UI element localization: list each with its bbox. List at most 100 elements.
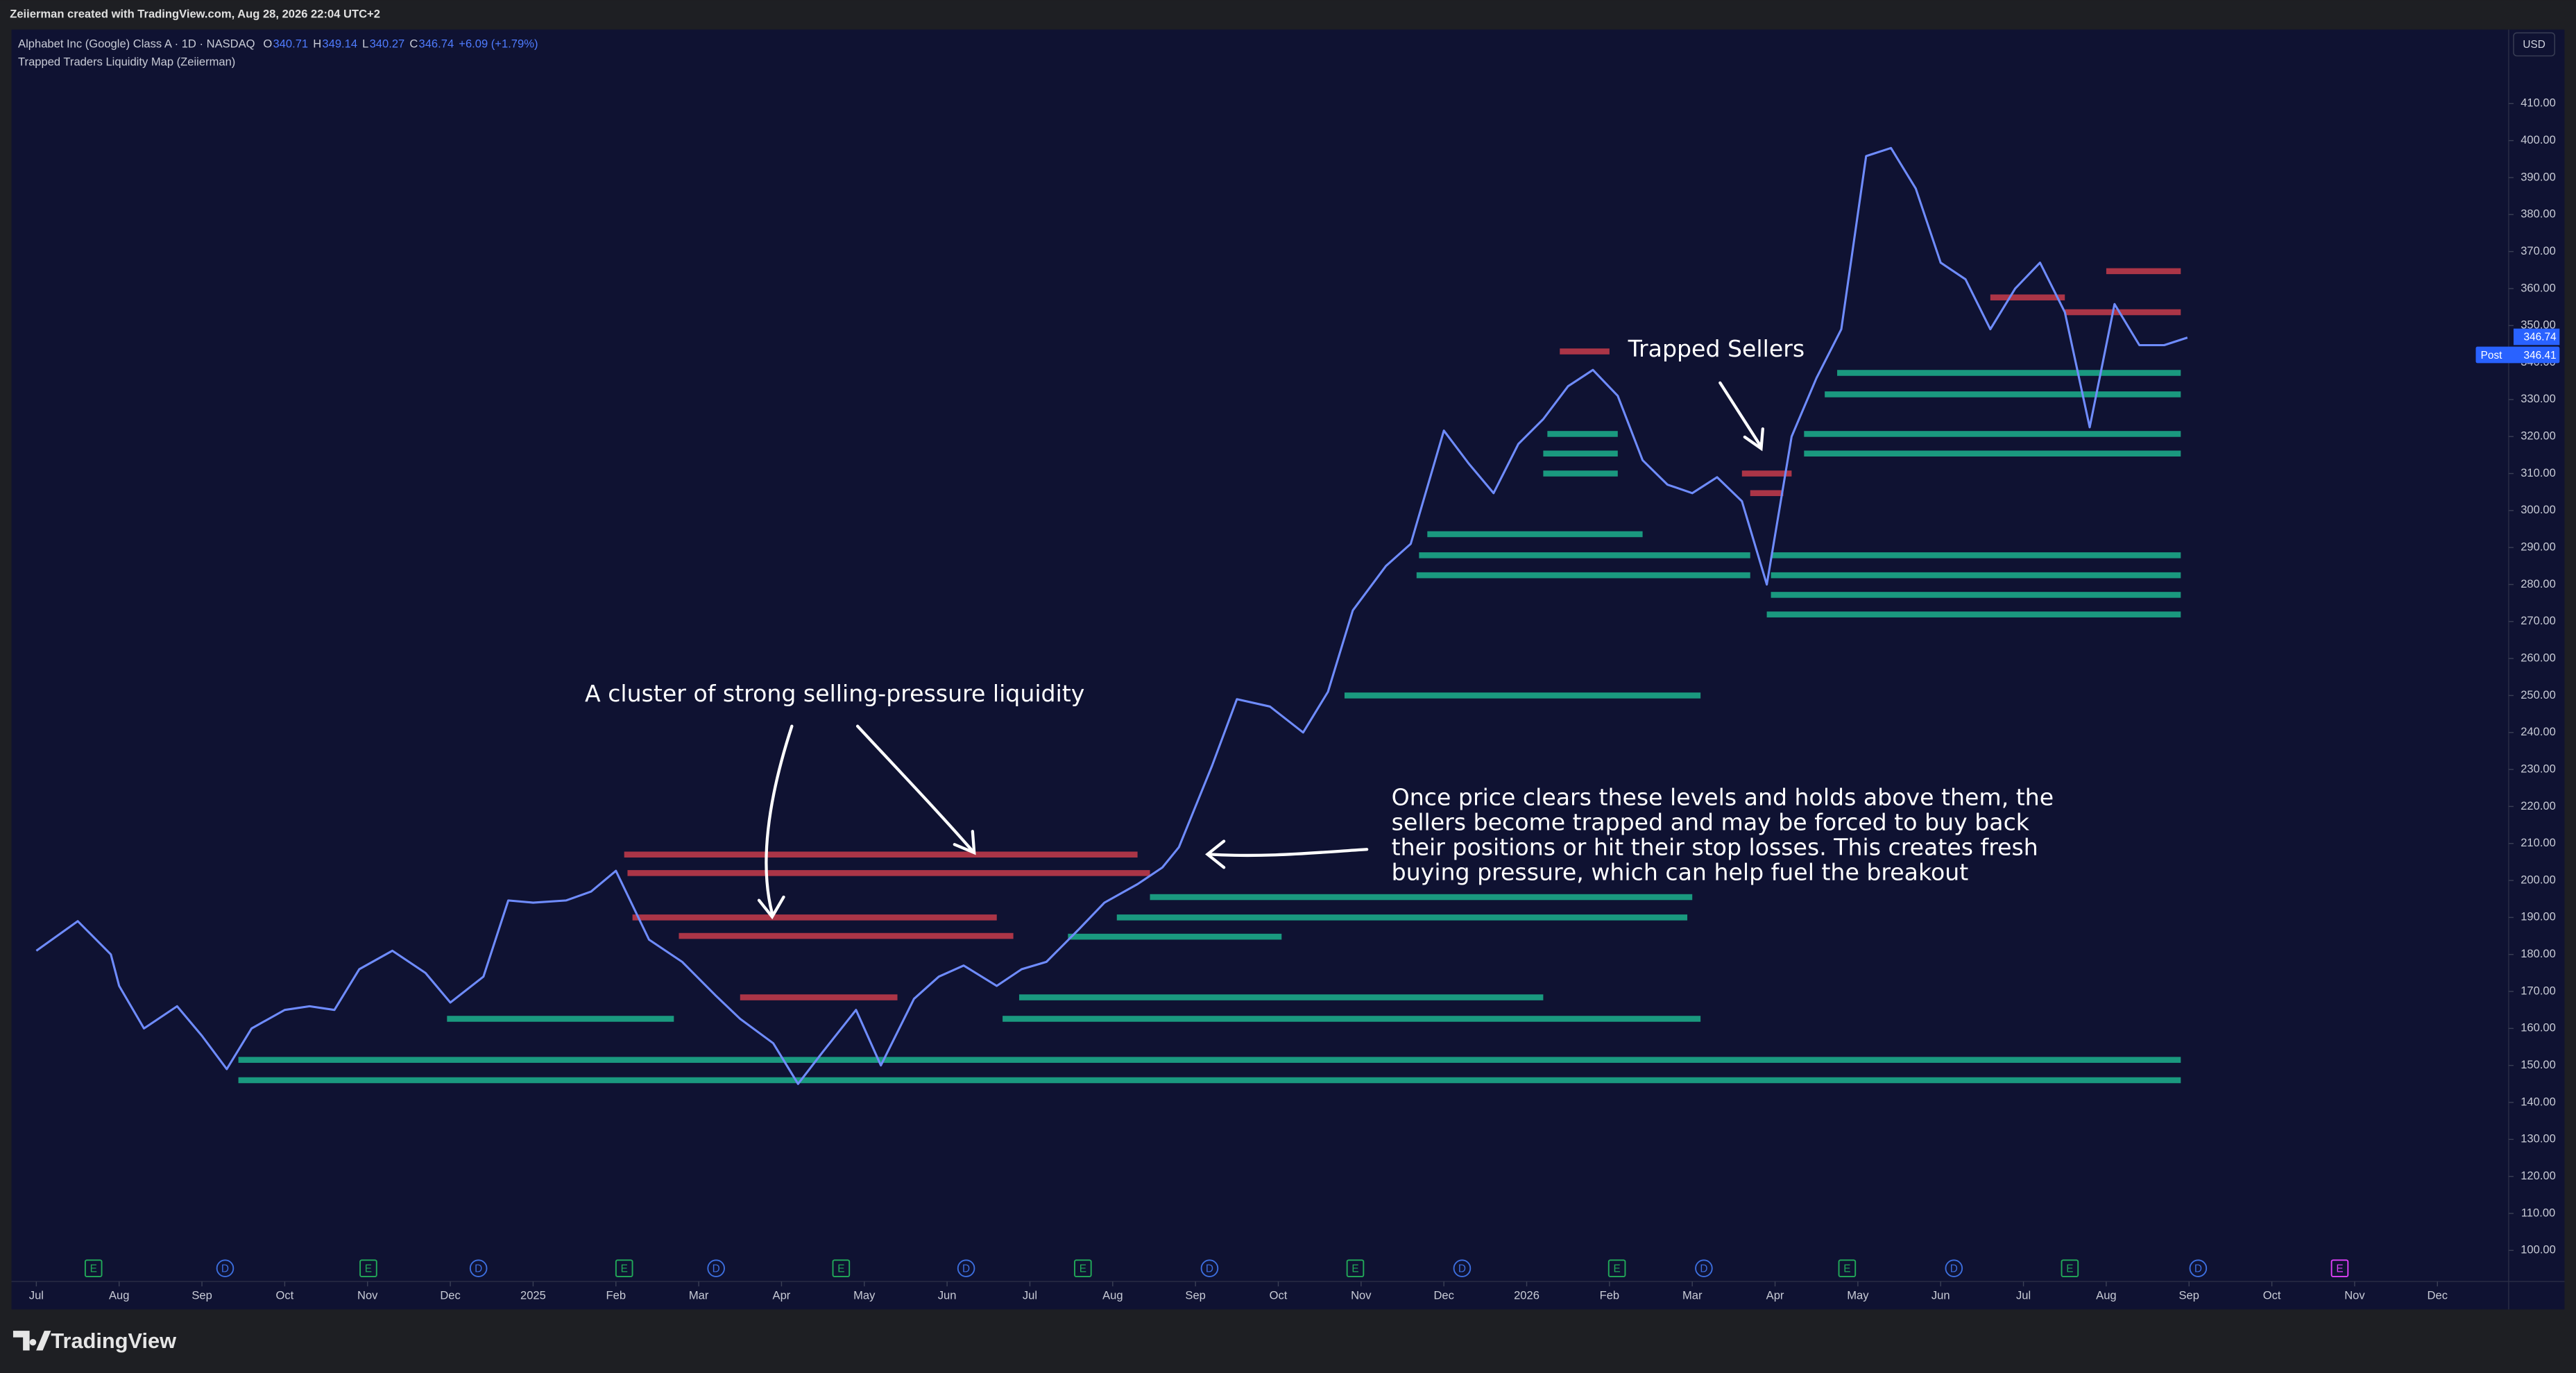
x-tick-label: Apr <box>773 1289 791 1302</box>
liquidity-level <box>1344 692 1701 699</box>
liquidity-level <box>1560 348 1610 355</box>
y-tick-label: 240.00 <box>2520 725 2556 738</box>
liquidity-level <box>1543 470 1618 477</box>
event-marker <box>84 1259 103 1277</box>
x-tick-label: Oct <box>276 1289 294 1302</box>
currency-box[interactable] <box>2513 32 2555 57</box>
event-marker <box>2330 1259 2349 1277</box>
x-tick-label: Jun <box>938 1289 957 1302</box>
event-label: E <box>365 1263 372 1274</box>
chart-pane <box>11 29 2565 1310</box>
x-tick-label: May <box>853 1289 876 1302</box>
x-tick-label: Jul <box>1023 1289 1037 1302</box>
event-label: D <box>1458 1263 1466 1274</box>
event-marker <box>216 1259 234 1277</box>
ohlc-label: C <box>409 37 418 50</box>
y-tick-label: 180.00 <box>2520 947 2556 960</box>
credit: Zeiierman created with TradingView.com, … <box>10 8 380 21</box>
x-tick-label: Feb <box>1600 1289 1620 1302</box>
y-tick-label: 400.00 <box>2520 133 2556 146</box>
liquidity-level <box>1547 431 1618 437</box>
event-label: E <box>1351 1263 1358 1274</box>
y-tick-label: 100.00 <box>2520 1243 2556 1256</box>
event-marker <box>615 1259 633 1277</box>
event-label: E <box>2336 1263 2343 1274</box>
y-tick-label: 370.00 <box>2520 244 2556 257</box>
event-label: D <box>221 1263 229 1274</box>
liquidity-level <box>1003 1016 1701 1022</box>
event-marker <box>1074 1259 1092 1277</box>
plot: 100.00 110.00 120.00 130.00 140.00 150.00 160.… <box>29 96 2556 1302</box>
event-marker <box>1607 1259 1626 1277</box>
annotation-line: Once price clears these levels and holds… <box>1392 783 2054 810</box>
liquidity-level <box>1771 552 2181 558</box>
event-label: D <box>1950 1263 1958 1274</box>
x-tick-label: Nov <box>2344 1289 2365 1302</box>
liquidity-level <box>679 932 1014 939</box>
liquidity-level <box>627 870 1150 876</box>
y-tick-label: 410.00 <box>2520 96 2556 110</box>
x-tick-label: Aug <box>2096 1289 2116 1302</box>
event-marker <box>2061 1259 2079 1277</box>
y-tick-label: 360.00 <box>2520 281 2556 294</box>
y-tick-label: 270.00 <box>2520 614 2556 627</box>
annotation-explanation: Once price clears these levels and holds… <box>1392 783 2054 885</box>
x-tick-label: Mar <box>689 1289 709 1302</box>
event-label: D <box>713 1263 720 1274</box>
x-tick-label: 2026 <box>1514 1289 1539 1302</box>
logo-icon <box>12 1331 51 1351</box>
y-tick-label: 310.00 <box>2520 466 2556 479</box>
y-tick-label: 350.00 <box>2520 318 2556 332</box>
y-tick-label: 150.00 <box>2520 1058 2556 1071</box>
annotation-line: their positions or hit their stop losses… <box>1392 833 2038 860</box>
event-label: E <box>90 1263 97 1274</box>
x-tick-label: Jun <box>1931 1289 1950 1302</box>
y-tick-label: 190.00 <box>2520 910 2556 923</box>
liquidity-level <box>1766 611 2181 617</box>
liquidity-level <box>1416 572 1750 579</box>
x-tick-label: Apr <box>1766 1289 1784 1302</box>
x-tick-label: Nov <box>1351 1289 1372 1302</box>
last-price-tag <box>2514 328 2560 346</box>
currency[interactable]: USD <box>2523 39 2545 51</box>
liquidity-level <box>1419 552 1750 558</box>
annotation-cluster: A cluster of strong selling-pressure liq… <box>585 680 1084 707</box>
liquidity-level <box>1837 370 2181 376</box>
event-marker <box>1453 1259 1472 1277</box>
ohlc: O 340.71 H 349.14 L 340.27 C 346.74 +6.09 (+1.79… <box>263 37 538 50</box>
arrow <box>1207 848 1369 858</box>
indicator-name: Trapped Traders Liquidity Map (Zeiierman… <box>18 55 235 68</box>
x-tick-label: Jul <box>29 1289 44 1302</box>
y-tick-label: 210.00 <box>2520 836 2556 849</box>
x-tick-label: Oct <box>1270 1289 1288 1302</box>
x-tick-label: 2025 <box>520 1289 546 1302</box>
arrow-head <box>1205 839 1226 869</box>
x-tick-label: Mar <box>1682 1289 1703 1302</box>
liquidity-level <box>1750 490 1784 497</box>
x-tick-label: Feb <box>606 1289 626 1302</box>
y-tick-label: 250.00 <box>2520 688 2556 701</box>
ohlc-label: H <box>313 37 321 50</box>
event-label: D <box>475 1263 482 1274</box>
y-tick-label: 110.00 <box>2521 1206 2555 1219</box>
arrow-head <box>1743 427 1764 452</box>
liquidity-level <box>2065 309 2181 316</box>
ohlc-value: 349.14 <box>322 37 357 50</box>
x-tick-label: Sep <box>1185 1289 1205 1302</box>
ohlc-value: 346.74 <box>419 37 454 50</box>
liquidity-level <box>740 994 898 1000</box>
event-label: E <box>1080 1263 1086 1274</box>
liquidity-level <box>1990 294 2065 300</box>
y-tick-label: 320.00 <box>2520 429 2556 443</box>
event-marker <box>1838 1259 1857 1277</box>
y-tick-label: 220.00 <box>2520 799 2556 812</box>
arrow-head <box>953 830 976 855</box>
event-marker <box>469 1259 488 1277</box>
event-marker <box>707 1259 725 1277</box>
x-tick-label: Sep <box>2179 1289 2199 1302</box>
event-marker <box>832 1259 851 1277</box>
y-tick-label: 280.00 <box>2520 577 2556 590</box>
liquidity-level <box>238 1057 2181 1063</box>
